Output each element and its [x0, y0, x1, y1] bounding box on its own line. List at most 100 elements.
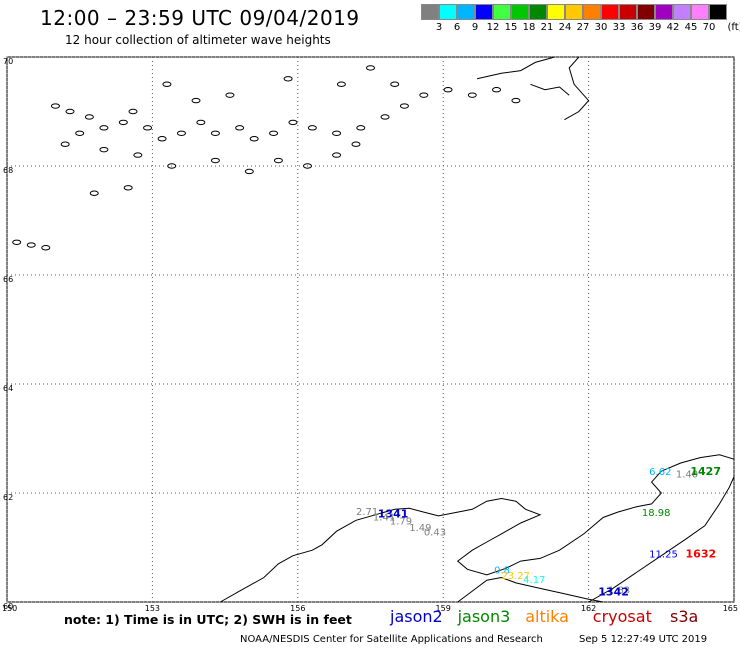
scale-swatch — [673, 4, 691, 20]
lake-outline — [99, 125, 109, 131]
lake-outline — [128, 108, 138, 115]
page-subtitle: 12 hour collection of altimeter wave hei… — [65, 33, 331, 47]
map-tick-labels: 150 153 156 159 162 165 60 62 64 66 68 70 — [2, 57, 738, 613]
lake-outline — [366, 65, 375, 71]
lakes — [12, 65, 521, 251]
lake-outline — [143, 125, 153, 131]
lake-outline — [399, 103, 409, 109]
scale-label: 27 — [576, 22, 590, 33]
scale-label: 12 — [486, 22, 500, 33]
lake-outline — [167, 163, 177, 169]
scale-swatch — [601, 4, 619, 20]
wave-height-value: 1.40 — [676, 470, 698, 481]
lon-tick-label: 162 — [581, 604, 596, 613]
satellite-jason2: jason2 — [390, 607, 443, 626]
scale-label: 36 — [630, 22, 644, 33]
lon-tick-label: 153 — [145, 604, 160, 613]
lake-outline — [26, 242, 36, 248]
lon-tick-label: 150 — [2, 604, 17, 613]
lake-outline — [50, 103, 60, 109]
lake-outline — [307, 125, 317, 131]
lake-outline — [390, 81, 400, 87]
lat-tick-label: 68 — [3, 166, 13, 175]
scale-swatch — [655, 4, 673, 20]
lake-outline — [89, 190, 99, 196]
lake-outline — [157, 136, 167, 142]
wave-height-value: 1.83 — [608, 585, 630, 596]
lake-outline — [380, 114, 390, 120]
lat-tick-label: 64 — [3, 384, 13, 393]
lake-outline — [332, 152, 342, 158]
wave-height-value: 2.71 — [356, 507, 378, 518]
scale-swatch — [457, 4, 475, 20]
lat-tick-label: 60 — [3, 602, 13, 611]
scale-label: 15 — [504, 22, 518, 33]
lake-outline — [196, 119, 206, 126]
scale-label: 30 — [594, 22, 608, 33]
scale-label: 18 — [522, 22, 536, 33]
scale-label: 70 — [702, 22, 716, 33]
lake-outline — [65, 108, 75, 115]
satellite-s3a: s3a — [670, 607, 699, 626]
scale-label: 21 — [540, 22, 554, 33]
wave-height-value: 4.17 — [523, 575, 545, 586]
coastline-magadan — [220, 454, 735, 603]
lake-outline — [511, 97, 521, 104]
coastline — [12, 56, 735, 603]
lake-outline — [302, 163, 312, 169]
lake-outline — [467, 92, 477, 98]
scale-swatch — [565, 4, 583, 20]
scale-swatch — [637, 4, 655, 20]
lake-outline — [99, 146, 109, 153]
lake-outline — [269, 130, 279, 137]
wave-height-value: 18.98 — [642, 508, 671, 519]
scale-swatch — [421, 4, 439, 20]
lake-outline — [283, 76, 293, 82]
lat-tick-label: 66 — [3, 275, 13, 284]
scale-label: 9 — [471, 22, 479, 33]
wave-height-value: 23.27 — [501, 571, 530, 582]
scale-label: 24 — [558, 22, 572, 33]
lake-outline — [443, 87, 453, 93]
track-id-label: 1342 — [598, 585, 629, 598]
track-id-label: 1341 — [378, 508, 409, 521]
lake-outline — [492, 87, 502, 93]
lake-outline — [210, 130, 220, 137]
coastline-penzhina — [588, 476, 735, 603]
scale-swatch — [583, 4, 601, 20]
wave-height-value: 0.8 — [494, 566, 510, 577]
wave-height-value: 1.79 — [390, 517, 412, 528]
lake-outline — [356, 125, 366, 131]
generated-timestamp: Sep 5 12:27:49 UTC 2019 — [579, 634, 708, 645]
lake-outline — [210, 157, 220, 164]
scale-swatch — [709, 4, 727, 20]
map-grid — [6, 56, 735, 603]
scale-label: 42 — [666, 22, 680, 33]
lake-outline — [123, 185, 133, 191]
lake-outline — [162, 81, 172, 87]
lat-tick-label: 62 — [3, 493, 13, 502]
scale-swatch — [511, 4, 529, 20]
coastline-kolyma — [564, 56, 590, 121]
wave-height-value: 6.62 — [649, 467, 671, 478]
scale-swatch — [691, 4, 709, 20]
lake-outline — [84, 114, 94, 120]
lake-outline — [176, 130, 186, 137]
track-id-label: 1427 — [690, 465, 721, 478]
scale-label: 45 — [684, 22, 698, 33]
lake-outline — [60, 141, 70, 147]
lake-outline — [75, 130, 85, 137]
satellite-jason3: jason3 — [457, 607, 511, 626]
credit-line: NOAA/NESDIS Center for Satellite Applica… — [240, 634, 543, 645]
lake-outline — [225, 92, 235, 98]
lake-outline — [191, 97, 201, 104]
scale-unit: (ft) — [727, 22, 740, 33]
lat-tick-label: 70 — [3, 57, 13, 66]
satellite-altika: altika — [525, 607, 569, 626]
scale-swatch — [547, 4, 565, 20]
scale-swatch — [475, 4, 493, 20]
lake-outline — [12, 239, 22, 246]
wave-height-value: 11.25 — [649, 549, 678, 560]
lake-outline — [133, 152, 143, 158]
